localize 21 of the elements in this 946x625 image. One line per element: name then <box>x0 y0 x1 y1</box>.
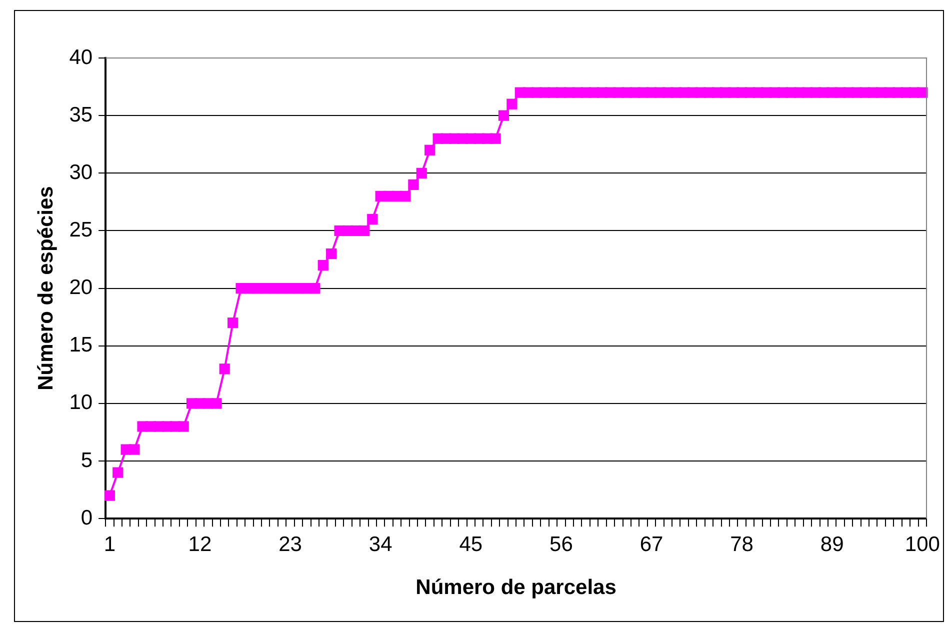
y-tick-label: 20 <box>69 276 93 300</box>
x-tick-label: 56 <box>550 532 573 556</box>
x-tick-label: 23 <box>278 532 302 556</box>
x-tick-label: 45 <box>459 532 483 556</box>
x-tick-label: 100 <box>904 532 940 556</box>
y-tick-label: 35 <box>69 103 93 126</box>
y-tick-label: 40 <box>69 46 93 69</box>
x-tick-label: 67 <box>640 532 664 556</box>
x-tick-label: 34 <box>368 532 393 556</box>
y-tick-label: 0 <box>80 506 93 530</box>
y-tick-label: 25 <box>69 218 93 242</box>
x-tick-label: 1 <box>104 532 116 556</box>
y-tick-label: 5 <box>80 448 93 472</box>
x-tick-label: 89 <box>820 532 844 556</box>
x-axis-title: Número de parcelas <box>416 576 616 600</box>
y-tick-label: 15 <box>69 334 93 357</box>
y-tick-label: 10 <box>69 391 93 414</box>
x-tick-label: 12 <box>188 532 212 556</box>
y-tick-label: 30 <box>69 160 93 184</box>
x-tick-label: 78 <box>730 532 754 556</box>
y-axis-title: Número de espécies <box>34 186 58 390</box>
